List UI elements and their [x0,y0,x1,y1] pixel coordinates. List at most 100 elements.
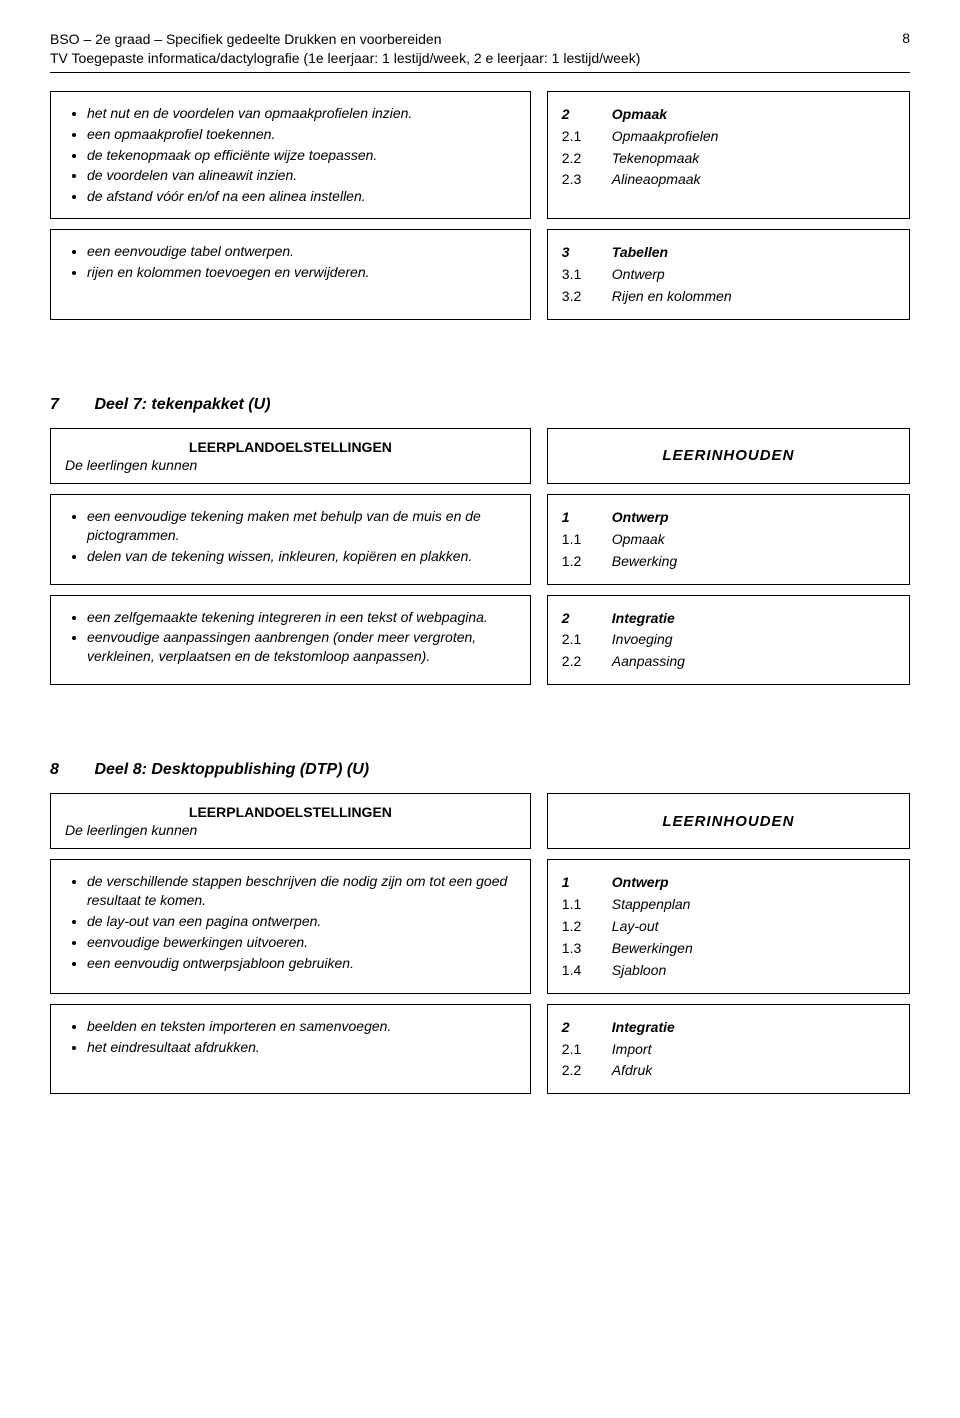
doc-header-row: BSO – 2e graad – Specifiek gedeelte Druk… [50,30,910,49]
section-7-row-b: een zelfgemaakte tekening integreren in … [50,595,910,686]
item-number: 2 [562,609,590,628]
section-title-text: Deel 7: tekenpakket (U) [94,396,270,413]
item-number: 2 [562,1018,590,1037]
item-number: 2.3 [562,170,590,189]
doc-header-line2: TV Toegepaste informatica/dactylografie … [50,49,910,68]
item-label: Tekenopmaak [612,149,699,168]
item-number: 2 [562,105,590,124]
item-number: 1.4 [562,961,590,980]
numbered-item: 3.2Rijen en kolommen [562,287,895,306]
item-label: Ontwerp [612,265,665,284]
item-number: 2.1 [562,1040,590,1059]
item-number: 2.2 [562,1061,590,1080]
item-label: Bewerkingen [612,939,693,958]
numbered-item: 2.2 Tekenopmaak [562,149,895,168]
list-item: de tekenopmaak op efficiënte wijze toepa… [87,146,516,165]
numbered-list: 2 Opmaak 2.1Opmaakprofielen 2.2 Tekenopmaa… [562,105,895,190]
numbered-item: 2.3 Alineaopmaak [562,170,895,189]
numbered-item: 2 Opmaak [562,105,895,124]
numbered-item: 2.2Aanpassing [562,652,895,671]
item-label: Integratie [612,609,675,628]
item-number: 1.1 [562,530,590,549]
list-item: de afstand vóór en/of na een alinea inst… [87,187,516,206]
list-item: een zelfgemaakte tekening integreren in … [87,608,516,627]
item-number: 2.2 [562,149,590,168]
numbered-list: 2 Integratie 2.1Invoeging 2.2Aanpassing [562,609,895,672]
right-box: 1 Ontwerp 1.1 Stappenplan 1.2Lay-out 1.3 Be… [547,859,910,993]
item-number: 3 [562,243,590,262]
header-box-left: LEERPLANDOELSTELLINGEN De leerlingen kun… [50,793,531,849]
header-box-left: LEERPLANDOELSTELLINGEN De leerlingen kun… [50,428,531,484]
item-number: 1.1 [562,895,590,914]
right-box: 1 Ontwerp 1.1 Opmaak 1.2Bewerking [547,494,910,585]
list-item: de verschillende stappen beschrijven die… [87,872,516,910]
item-label: Integratie [612,1018,675,1037]
numbered-item: 2.1 Import [562,1040,895,1059]
item-number: 1 [562,508,590,527]
item-label: Sjabloon [612,961,667,980]
header-rule [50,72,910,73]
right-box: 2 Integratie 2.1 Import 2.2Afdruk [547,1004,910,1095]
numbered-item: 1.2Lay-out [562,917,895,936]
list-item: een eenvoudige tabel ontwerpen. [87,242,516,261]
item-label: Import [612,1040,652,1059]
numbered-item: 3.1 Ontwerp [562,265,895,284]
item-label: Opmaak [612,530,665,549]
item-label: Alineaopmaak [612,170,701,189]
numbered-item: 3 Tabellen [562,243,895,262]
list-item: het nut en de voordelen van opmaakprofie… [87,104,516,123]
right-box: 3 Tabellen 3.1 Ontwerp 3.2Rijen en kolomme… [547,229,910,320]
section-8-row-a: de verschillende stappen beschrijven die… [50,859,910,993]
numbered-item: 2.1Invoeging [562,630,895,649]
numbered-item: 1.2Bewerking [562,552,895,571]
item-label: Tabellen [612,243,668,262]
header-left-sub: De leerlingen kunnen [65,822,516,838]
list-item: de voordelen van alineawit inzien. [87,166,516,185]
item-label: Ontwerp [612,508,669,527]
header-box-right: LEERINHOUDEN [547,793,910,849]
list-item: een eenvoudig ontwerpsjabloon gebruiken. [87,954,516,973]
list-item: eenvoudige aanpassingen aanbrengen (onde… [87,628,516,666]
list-item: eenvoudige bewerkingen uitvoeren. [87,933,516,952]
numbered-item: 2 Integratie [562,1018,895,1037]
numbered-item: 2.1Opmaakprofielen [562,127,895,146]
right-box: 2 Opmaak 2.1Opmaakprofielen 2.2 Tekenopmaa… [547,91,910,219]
list-item: de lay-out van een pagina ontwerpen. [87,912,516,931]
header-right-title: LEERINHOUDEN [662,813,794,830]
left-box: een eenvoudige tekening maken met behulp… [50,494,531,585]
page-number: 8 [902,30,910,49]
item-label: Aanpassing [612,652,685,671]
list-item: beelden en teksten importeren en samenvo… [87,1017,516,1036]
right-box: 2 Integratie 2.1Invoeging 2.2Aanpassing [547,595,910,686]
doc-header-left: BSO – 2e graad – Specifiek gedeelte Druk… [50,30,441,49]
bullet-list: het nut en de voordelen van opmaakprofie… [65,104,516,206]
left-box: het nut en de voordelen van opmaakprofie… [50,91,531,219]
item-label: Ontwerp [612,873,669,892]
bullet-list: een zelfgemaakte tekening integreren in … [65,608,516,667]
item-number: 3.2 [562,287,590,306]
bullet-list: een eenvoudige tabel ontwerpen. rijen en… [65,242,516,282]
numbered-item: 2.2Afdruk [562,1061,895,1080]
section-7-title: 7 Deel 7: tekenpakket (U) [50,396,910,414]
list-item: delen van de tekening wissen, inkleuren,… [87,547,516,566]
header-left-title: LEERPLANDOELSTELLINGEN [65,439,516,455]
item-label: Opmaakprofielen [612,127,719,146]
numbered-list: 1 Ontwerp 1.1 Opmaak 1.2Bewerking [562,508,895,571]
numbered-item: 1 Ontwerp [562,873,895,892]
list-item: een eenvoudige tekening maken met behulp… [87,507,516,545]
item-label: Stappenplan [612,895,691,914]
section-8-title: 8 Deel 8: Desktoppublishing (DTP) (U) [50,761,910,779]
item-number: 3.1 [562,265,590,284]
item-number: 1 [562,873,590,892]
bullet-list: een eenvoudige tekening maken met behulp… [65,507,516,566]
section-8-row-b: beelden en teksten importeren en samenvo… [50,1004,910,1095]
header-box-right: LEERINHOUDEN [547,428,910,484]
numbered-item: 1.1 Opmaak [562,530,895,549]
left-box: de verschillende stappen beschrijven die… [50,859,531,993]
item-number: 1.2 [562,917,590,936]
item-label: Opmaak [612,105,667,124]
numbered-item: 1.1 Stappenplan [562,895,895,914]
content-row-opmaak: het nut en de voordelen van opmaakprofie… [50,91,910,219]
header-left-sub: De leerlingen kunnen [65,457,516,473]
item-number: 1.3 [562,939,590,958]
